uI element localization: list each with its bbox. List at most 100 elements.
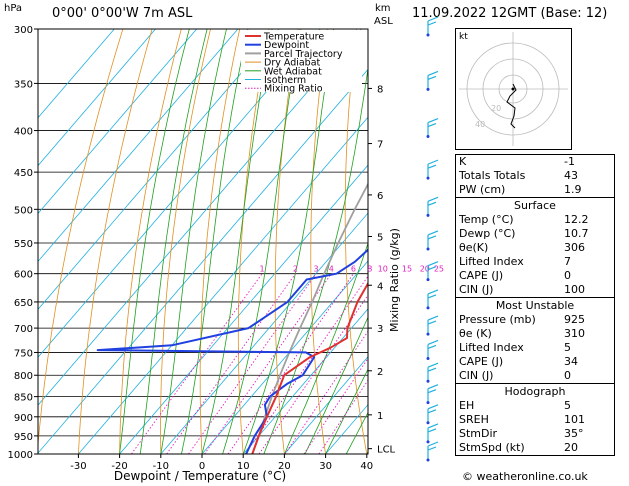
wind-barb-flag <box>427 164 437 169</box>
km-tick-label: 8 <box>377 84 383 95</box>
isotherm-line <box>38 29 239 263</box>
table-row: CIN (J) 100 <box>456 283 614 297</box>
row-value: -1 <box>564 155 575 168</box>
row-value: 5 <box>564 341 571 354</box>
table-row: CAPE (J) 34 <box>456 355 614 369</box>
isotherm-line <box>201 260 368 454</box>
table-row: Lifted Index 7 <box>456 255 614 269</box>
pressure-tick-label: 600 <box>14 270 33 281</box>
row-value: 7 <box>564 255 571 268</box>
table-row: Totals Totals 43 <box>456 169 614 183</box>
row-value: 34 <box>564 355 578 368</box>
wind-barb-flag <box>427 423 439 429</box>
wet-adiabat-line <box>119 29 190 454</box>
wind-barb-flag <box>427 315 439 321</box>
pressure-tick-label: 400 <box>14 127 33 138</box>
km-unit-label: km <box>375 3 391 14</box>
mixing-ratio-line <box>284 330 368 454</box>
dry-adiabat-line <box>237 29 270 454</box>
row-label: Totals Totals <box>459 169 526 182</box>
wet-adiabat-line <box>325 368 368 454</box>
mixing-ratio-label: 6 <box>351 265 356 274</box>
mixing-ratio-label: 4 <box>329 265 334 274</box>
wind-barb-base <box>426 379 430 383</box>
wind-barb-base <box>426 306 430 310</box>
wet-adiabat-line <box>139 29 208 454</box>
isotherm-line <box>160 212 368 454</box>
wind-barb-flag <box>427 122 437 128</box>
isotherm-line <box>119 164 368 454</box>
km-tick-label: 1 <box>377 411 383 422</box>
wind-barb-flag <box>427 21 437 26</box>
row-value: 0 <box>564 269 571 282</box>
mixing-ratio-label: 1 <box>260 265 265 274</box>
wind-barb-flag <box>427 159 439 165</box>
row-label: StmSpd (kt) <box>459 441 525 454</box>
mixing-ratio-label: 20 <box>420 265 430 274</box>
table-row: SREH 101 <box>456 413 614 427</box>
isotherm-line <box>38 29 115 119</box>
row-value: 0 <box>564 369 571 382</box>
wind-barb-flag <box>427 362 439 368</box>
wind-barb-base <box>426 440 430 444</box>
wind-barb-flag <box>427 230 439 236</box>
wind-barb-base <box>426 176 430 180</box>
row-label: SREH <box>459 413 489 426</box>
row-label: θe (K) <box>459 327 492 340</box>
row-label: CAPE (J) <box>459 269 504 282</box>
wet-adiabat-line <box>284 242 368 454</box>
dry-adiabat-line <box>38 29 124 450</box>
legend-entry: Dry Adiabat <box>264 58 321 69</box>
wind-barb-flag <box>427 320 437 325</box>
row-label: CIN (J) <box>459 283 494 296</box>
hodograph-section-title: Hodograph <box>456 383 614 399</box>
mixing-ratio-line <box>227 273 354 454</box>
series-dewpoint <box>96 248 368 454</box>
wind-barb-base <box>426 87 430 91</box>
wet-adiabat-line <box>263 65 368 454</box>
pressure-tick-label: 1000 <box>8 450 33 461</box>
isotherm-line <box>78 116 368 454</box>
km-tick-label: 6 <box>377 191 383 202</box>
table-row: CAPE (J) 0 <box>456 269 614 283</box>
row-label: Lifted Index <box>459 255 524 268</box>
mixing-ratio-axis-label: Mixing Ratio (g/kg) <box>388 228 401 332</box>
x-tick-label: -30 <box>70 461 86 472</box>
isotherm-line <box>242 308 368 454</box>
pressure-tick-label: 950 <box>14 432 33 443</box>
wet-adiabat-line <box>304 316 368 454</box>
wind-barb-flag <box>427 117 439 124</box>
row-label: CIN (J) <box>459 369 494 382</box>
km-tick-label: 7 <box>377 140 383 151</box>
km-tick-label: 2 <box>377 367 383 378</box>
wet-adiabat-line <box>201 29 273 454</box>
row-value: 1.9 <box>564 183 582 196</box>
wind-barb-flag <box>427 441 439 447</box>
hodograph: kt 20 40 <box>455 28 572 150</box>
pressure-tick-label: 550 <box>14 239 33 250</box>
dry-adiabat-line <box>411 29 449 454</box>
hodograph-ring-label: 20 <box>491 104 501 113</box>
wind-barb-flag <box>427 266 437 271</box>
row-label: PW (cm) <box>459 183 506 196</box>
hodograph-ring-label: 40 <box>475 120 485 129</box>
row-value: 35° <box>564 427 584 440</box>
table-row: EH 5 <box>456 399 614 413</box>
wind-barb-flag <box>427 261 439 267</box>
hpa-unit-label: hPa <box>4 3 23 14</box>
legend-entry: Mixing Ratio <box>264 84 323 95</box>
table-row: Pressure (mb) 925 <box>456 313 614 327</box>
wind-barb-base <box>426 135 430 139</box>
isotherm-line <box>38 68 368 454</box>
mixing-ratio-line <box>258 294 368 454</box>
legend-entry: Wet Adiabat <box>264 66 322 77</box>
asl-unit-label: ASL <box>374 16 393 27</box>
hodograph-trace <box>506 83 517 129</box>
row-value: 43 <box>564 169 578 182</box>
km-tick-label: 4 <box>377 281 383 292</box>
row-label: Pressure (mb) <box>459 313 536 326</box>
wind-barb-base <box>426 33 430 37</box>
mixing-ratio-line <box>318 379 368 454</box>
x-tick-label: 10 <box>237 461 250 472</box>
